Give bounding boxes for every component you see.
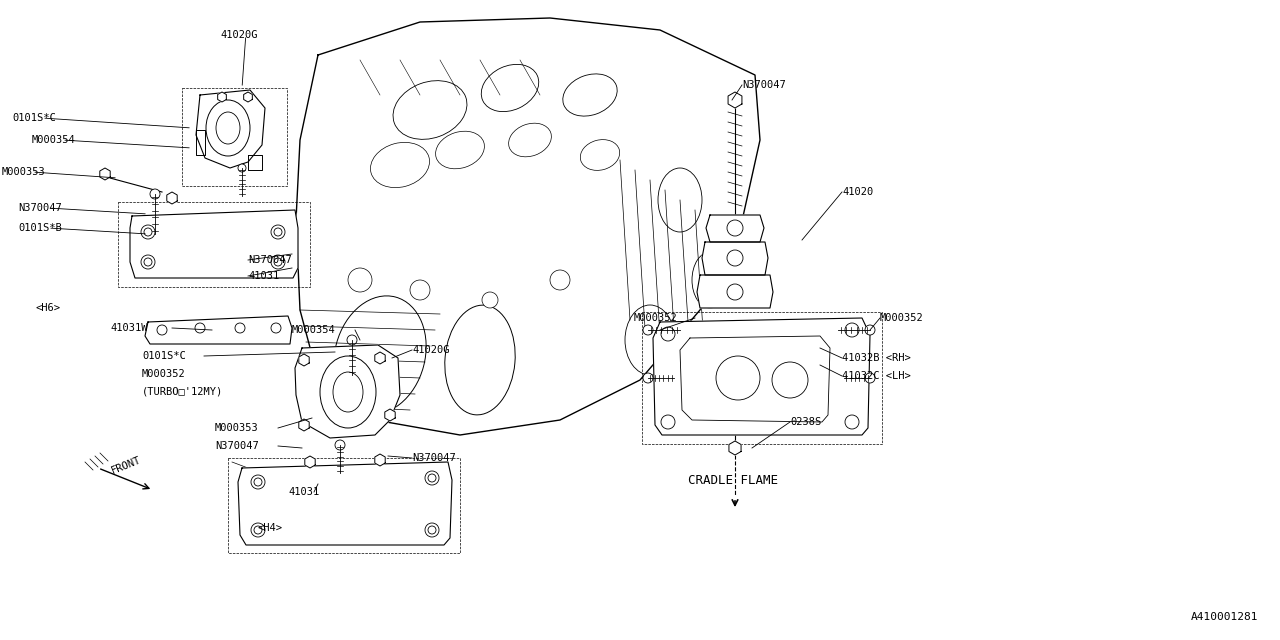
- Circle shape: [845, 323, 859, 337]
- Text: M000352: M000352: [634, 313, 677, 323]
- Circle shape: [236, 323, 244, 333]
- Text: 41020G: 41020G: [412, 345, 449, 355]
- Circle shape: [425, 471, 439, 485]
- Polygon shape: [680, 336, 829, 422]
- Text: M000354: M000354: [292, 325, 335, 335]
- Text: 41032C <LH>: 41032C <LH>: [842, 371, 911, 381]
- Circle shape: [271, 255, 285, 269]
- Text: 41031: 41031: [248, 271, 279, 281]
- Text: 0238S: 0238S: [790, 417, 822, 427]
- Text: <H4>: <H4>: [259, 523, 283, 533]
- Text: A410001281: A410001281: [1190, 612, 1258, 622]
- Circle shape: [251, 523, 265, 537]
- Polygon shape: [375, 454, 385, 466]
- Polygon shape: [728, 92, 742, 108]
- Circle shape: [274, 228, 282, 236]
- Polygon shape: [248, 155, 262, 170]
- Circle shape: [238, 164, 246, 172]
- Circle shape: [347, 335, 357, 345]
- Polygon shape: [100, 168, 110, 180]
- Text: 0101S*B: 0101S*B: [18, 223, 61, 233]
- Circle shape: [150, 189, 160, 199]
- Polygon shape: [298, 419, 310, 431]
- Text: N370047: N370047: [742, 80, 786, 90]
- Text: N370047: N370047: [248, 255, 292, 265]
- Text: 0101S*C: 0101S*C: [12, 113, 56, 123]
- Polygon shape: [701, 242, 768, 275]
- Circle shape: [660, 327, 675, 341]
- Polygon shape: [166, 192, 177, 204]
- Bar: [182, 88, 287, 186]
- Bar: [643, 312, 882, 444]
- Circle shape: [727, 220, 742, 236]
- Circle shape: [845, 415, 859, 429]
- Circle shape: [253, 478, 262, 486]
- Circle shape: [253, 526, 262, 534]
- Text: M000354: M000354: [32, 135, 76, 145]
- Polygon shape: [698, 275, 773, 308]
- Text: M000353: M000353: [215, 423, 259, 433]
- Bar: [228, 458, 460, 553]
- Circle shape: [271, 225, 285, 239]
- Text: N370047: N370047: [215, 441, 259, 451]
- Circle shape: [660, 415, 675, 429]
- Text: N370047: N370047: [18, 203, 61, 213]
- Polygon shape: [243, 92, 252, 102]
- Text: <H6>: <H6>: [36, 303, 61, 313]
- Text: M000352: M000352: [142, 369, 186, 379]
- Text: 41020: 41020: [842, 187, 873, 197]
- Circle shape: [348, 268, 372, 292]
- Circle shape: [157, 325, 166, 335]
- Circle shape: [643, 325, 653, 335]
- Text: CRADLE FLAME: CRADLE FLAME: [689, 474, 778, 486]
- Polygon shape: [296, 18, 760, 435]
- Polygon shape: [196, 90, 265, 168]
- Text: 41031W: 41031W: [110, 323, 147, 333]
- Circle shape: [643, 373, 653, 383]
- Polygon shape: [305, 456, 315, 468]
- Circle shape: [141, 255, 155, 269]
- Polygon shape: [728, 441, 741, 455]
- Text: (TURBO□'12MY): (TURBO□'12MY): [142, 387, 223, 397]
- Polygon shape: [298, 354, 310, 366]
- Circle shape: [251, 475, 265, 489]
- Text: M000353: M000353: [3, 167, 46, 177]
- Polygon shape: [375, 352, 385, 364]
- Polygon shape: [385, 409, 396, 421]
- Circle shape: [143, 228, 152, 236]
- Text: 41031: 41031: [288, 487, 319, 497]
- Circle shape: [335, 440, 346, 450]
- Circle shape: [865, 325, 876, 335]
- Circle shape: [483, 292, 498, 308]
- Text: N370047: N370047: [412, 453, 456, 463]
- Polygon shape: [653, 318, 870, 435]
- Polygon shape: [218, 92, 227, 102]
- Polygon shape: [196, 130, 205, 155]
- Bar: [118, 202, 310, 287]
- Text: FRONT: FRONT: [110, 455, 143, 476]
- Circle shape: [550, 270, 570, 290]
- Circle shape: [425, 523, 439, 537]
- Polygon shape: [294, 345, 399, 438]
- Polygon shape: [238, 462, 452, 545]
- Circle shape: [195, 323, 205, 333]
- Text: 0101S*C: 0101S*C: [142, 351, 186, 361]
- Circle shape: [143, 258, 152, 266]
- Circle shape: [274, 258, 282, 266]
- Circle shape: [271, 323, 282, 333]
- Circle shape: [410, 280, 430, 300]
- Circle shape: [727, 250, 742, 266]
- Circle shape: [428, 526, 436, 534]
- Circle shape: [865, 373, 876, 383]
- Circle shape: [428, 474, 436, 482]
- Text: 41032B <RH>: 41032B <RH>: [842, 353, 911, 363]
- Polygon shape: [131, 210, 298, 278]
- Polygon shape: [707, 215, 764, 242]
- Polygon shape: [145, 316, 292, 344]
- Text: M000352: M000352: [881, 313, 924, 323]
- Circle shape: [727, 284, 742, 300]
- Text: 41020G: 41020G: [220, 30, 257, 40]
- Circle shape: [141, 225, 155, 239]
